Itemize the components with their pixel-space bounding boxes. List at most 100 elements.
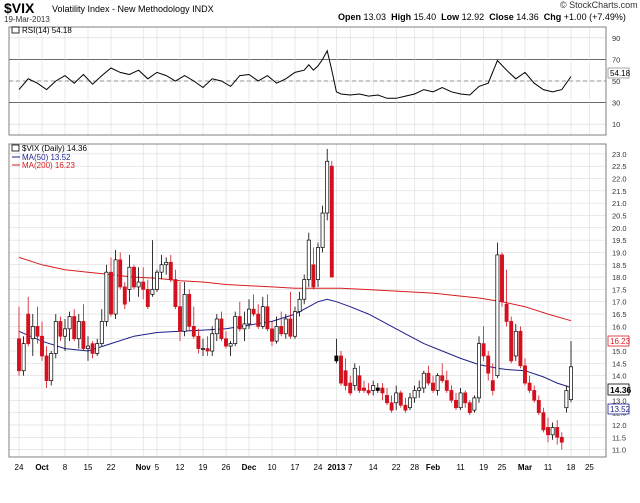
candle-body bbox=[182, 293, 187, 332]
candle-body bbox=[150, 289, 155, 295]
candle-body bbox=[293, 311, 297, 337]
price-tick-label: 21.0 bbox=[612, 199, 627, 208]
price-tick-label: 16.0 bbox=[612, 322, 627, 331]
price-tick-label: 20.5 bbox=[612, 211, 627, 220]
x-tick-label: Oct bbox=[35, 463, 49, 472]
candle-body bbox=[251, 308, 256, 315]
candle-body bbox=[348, 382, 353, 394]
candle-body bbox=[316, 247, 320, 280]
quote-high: 15.40 bbox=[413, 12, 437, 22]
ma50-label: 13.52 bbox=[610, 405, 631, 414]
ticker-symbol: $VIX bbox=[4, 0, 35, 16]
candle-body bbox=[486, 355, 491, 374]
candle-body bbox=[113, 259, 118, 315]
price-tick-label: 15.0 bbox=[612, 347, 627, 356]
candle-body bbox=[500, 254, 504, 303]
candle-body bbox=[67, 316, 72, 330]
candle-body bbox=[357, 375, 362, 391]
price-legend-main: $VIX (Daily) 14.36 bbox=[22, 144, 87, 153]
price-tick-label: 19.5 bbox=[612, 236, 627, 245]
candle-body bbox=[380, 387, 385, 394]
candle-body bbox=[164, 261, 169, 266]
rsi-current-label: 54.18 bbox=[610, 69, 631, 78]
price-tick-label: 11.0 bbox=[612, 446, 626, 455]
rsi-tick-label: 70 bbox=[612, 55, 620, 64]
candle-body bbox=[375, 387, 380, 391]
candle-body bbox=[265, 306, 270, 330]
price-tick-label: 14.5 bbox=[612, 359, 627, 368]
candle-body bbox=[86, 345, 90, 349]
candle-body bbox=[63, 328, 67, 337]
quote-close: 14.36 bbox=[516, 12, 539, 22]
x-tick-label: 14 bbox=[369, 463, 378, 472]
quote-summary: Open 13.03 High 15.40 Low 12.92 Close 14… bbox=[338, 12, 626, 22]
price-tick-label: 19.0 bbox=[612, 248, 627, 257]
candle-body bbox=[371, 385, 376, 391]
candle-body bbox=[58, 321, 63, 337]
rsi-legend-swatch bbox=[11, 26, 20, 34]
candle-body bbox=[550, 427, 555, 436]
candle-body bbox=[214, 318, 219, 335]
candle-body bbox=[417, 387, 422, 391]
candle-body bbox=[288, 318, 293, 337]
candle-body bbox=[118, 259, 123, 288]
x-tick-label: 22 bbox=[107, 463, 116, 472]
candle-body bbox=[481, 343, 486, 357]
candle-body bbox=[53, 321, 58, 354]
price-panel-frame bbox=[8, 143, 607, 458]
price-tick-label: 18.0 bbox=[612, 273, 627, 282]
price-grid bbox=[9, 144, 606, 457]
candle-body bbox=[40, 335, 44, 357]
price-tick-label: 22.5 bbox=[612, 162, 627, 171]
candle-body bbox=[141, 281, 146, 290]
candle-body bbox=[191, 326, 196, 337]
candle-body bbox=[233, 316, 238, 344]
candle-body bbox=[201, 348, 205, 350]
candle-body bbox=[477, 343, 481, 399]
candle-body bbox=[104, 271, 109, 322]
candle-body bbox=[283, 318, 288, 335]
candle-body bbox=[339, 355, 343, 384]
candle-body bbox=[449, 390, 454, 401]
candle-body bbox=[81, 321, 86, 349]
x-axis: 24 Oct 8 15 22 Nov 5 12 19 26 Dec 10 17 24 2013 7 14 22 28… bbox=[15, 463, 595, 472]
candle-body bbox=[513, 330, 518, 357]
x-tick-label: 19 bbox=[479, 463, 488, 472]
candle-body bbox=[95, 343, 100, 354]
candle-body bbox=[495, 254, 500, 377]
candle-body bbox=[224, 338, 228, 347]
candle-body bbox=[555, 427, 560, 438]
candle-body bbox=[352, 367, 357, 386]
candlesticks bbox=[17, 148, 573, 450]
candle-body bbox=[403, 404, 408, 411]
candle-body bbox=[536, 399, 541, 413]
quote-change: +1.00 (+7.49%) bbox=[563, 12, 626, 22]
x-tick-label: 22 bbox=[392, 463, 401, 472]
price-tick-label: 13.0 bbox=[612, 396, 627, 405]
candle-body bbox=[72, 316, 77, 340]
price-tick-label: 20.0 bbox=[612, 224, 627, 233]
candle-body bbox=[256, 313, 261, 327]
x-tick-label: 11 bbox=[456, 463, 465, 472]
candle-body bbox=[196, 335, 201, 349]
price-tick-label: 11.5 bbox=[612, 433, 626, 442]
candle-body bbox=[412, 390, 417, 399]
candle-body bbox=[127, 266, 132, 290]
candle-body bbox=[366, 390, 371, 394]
price-tick-label: 18.5 bbox=[612, 261, 627, 270]
candle-body bbox=[458, 392, 463, 409]
candle-body bbox=[247, 308, 251, 325]
price-tick-label: 17.5 bbox=[612, 285, 627, 294]
close-label: 14.36 bbox=[610, 385, 632, 395]
candle-body bbox=[440, 375, 445, 381]
candle-body bbox=[228, 343, 233, 347]
candle-body bbox=[132, 266, 136, 288]
candle-body bbox=[26, 313, 31, 344]
candle-body bbox=[21, 343, 26, 372]
candle-body bbox=[546, 427, 550, 436]
candle-body bbox=[302, 279, 307, 300]
x-tick-label: 8 bbox=[63, 463, 68, 472]
rsi-legend: RSI(14) 54.18 bbox=[22, 26, 72, 35]
candle-body bbox=[17, 338, 21, 372]
candle-body bbox=[343, 370, 348, 386]
